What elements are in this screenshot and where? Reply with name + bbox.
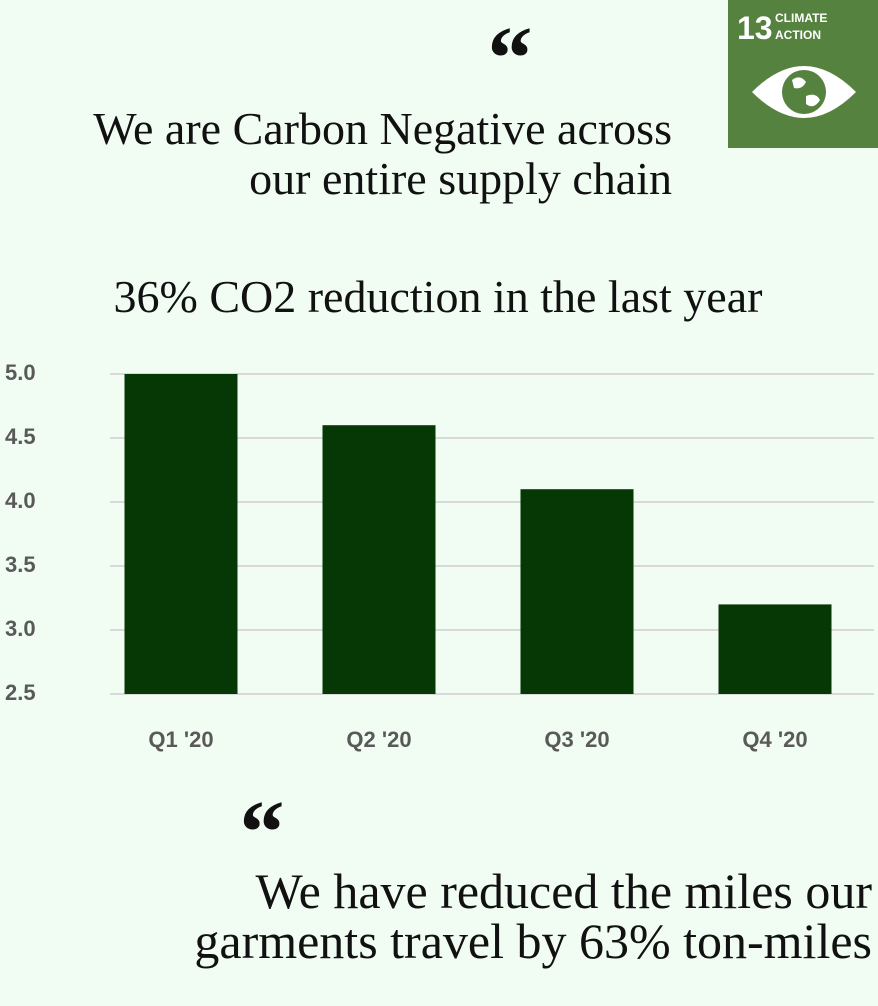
badge-text: ACTION [775, 28, 821, 42]
plot: 2.5 3.0 3.5 4.0 4.5 5.0 Q1 '20 Q2 '20 Q3 '20 Q4 '… [5, 360, 874, 752]
y-tick-label: 2.5 [5, 680, 36, 705]
bar [322, 425, 436, 694]
quote-line: our entire supply chain [249, 153, 672, 204]
quote-line: We are Carbon Negative across [93, 103, 672, 154]
y-tick-label: 5.0 [5, 360, 36, 385]
bar [520, 489, 634, 694]
y-tick-label: 3.5 [5, 552, 36, 577]
chart-title: 36% CO2 reduction in the last year [114, 271, 763, 322]
x-tick-label: Q2 '20 [346, 727, 411, 752]
bar [124, 374, 238, 694]
quote-mark: “ [488, 9, 533, 108]
globe-land [792, 77, 820, 107]
quote-line: We have reduced the miles our [255, 863, 872, 919]
x-tick-label: Q4 '20 [742, 727, 807, 752]
x-tick-label: Q3 '20 [544, 727, 609, 752]
sdg-badge: 13 CLIMATE ACTION [728, 0, 878, 148]
x-tick-label: Q1 '20 [148, 727, 213, 752]
badge-number: 13 [737, 10, 773, 46]
badge-text: CLIMATE [775, 11, 827, 25]
bar [718, 604, 832, 694]
y-tick-label: 4.5 [5, 424, 36, 449]
quote-mark: “ [240, 783, 285, 882]
y-tick-label: 4.0 [5, 488, 36, 513]
y-tick-label: 3.0 [5, 616, 36, 641]
eye-globe [782, 70, 826, 114]
quote-line: garments travel by 63% ton-miles [194, 913, 872, 969]
